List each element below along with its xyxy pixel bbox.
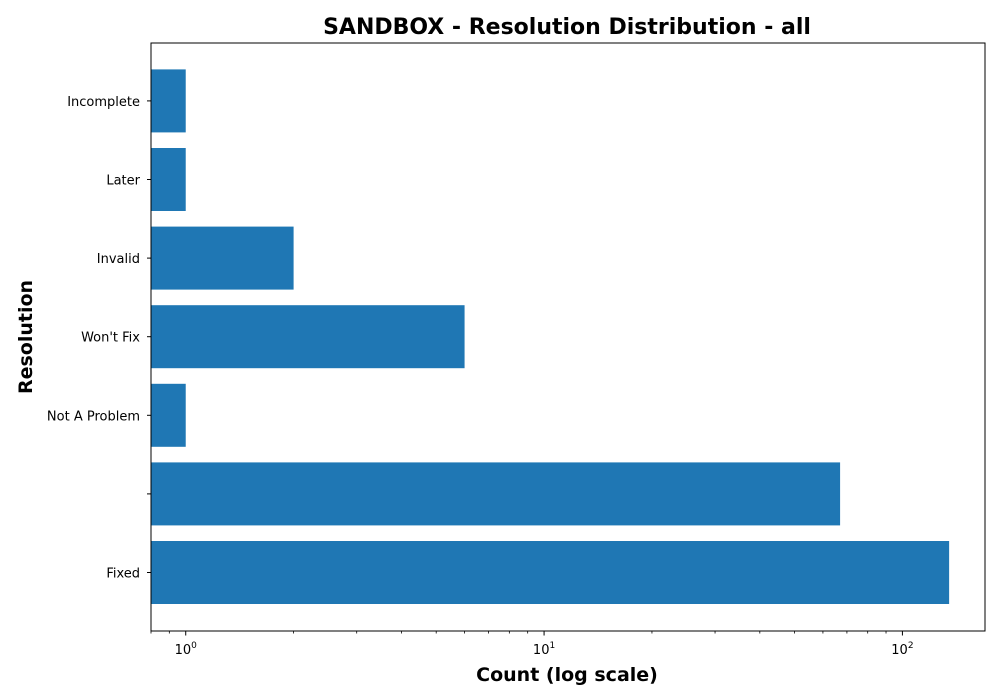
bar-3 [151, 305, 465, 369]
bars-group [151, 69, 950, 604]
bar-2 [151, 383, 186, 447]
y-tick-label: Later [106, 174, 140, 189]
x-tick-exponent: 1 [549, 641, 555, 651]
x-tick-label: 101 [533, 641, 555, 658]
x-tick-label: 102 [891, 641, 913, 658]
x-tick-base: 10 [175, 643, 192, 658]
y-tick-label: Not A Problem [47, 409, 140, 424]
x-tick-label: 100 [175, 641, 198, 658]
chart-title: SANDBOX - Resolution Distribution - all [323, 15, 811, 40]
x-tick-base: 10 [891, 643, 908, 658]
y-tick-label: Fixed [106, 567, 140, 582]
plot-frame [150, 42, 986, 632]
x-tick-exponent: 0 [191, 641, 197, 651]
x-tick-base: 10 [533, 643, 550, 658]
bar-1 [151, 462, 841, 526]
x-tick-exponent: 2 [908, 641, 914, 651]
bar-5 [151, 148, 186, 211]
y-tick-label: Incomplete [67, 95, 140, 110]
bar-0 [151, 541, 950, 604]
y-tick-label: Won't Fix [81, 331, 140, 346]
x-axis-label: Count (log scale) [476, 664, 658, 686]
y-axis-label: Resolution [15, 280, 37, 394]
x-ticks-group: 100 101 102 [150, 631, 914, 658]
bar-6 [151, 69, 186, 133]
bar-4 [151, 226, 294, 290]
y-ticks-group: Fixed Not A Problem Won't Fix Invalid Later I… [47, 95, 151, 582]
y-tick-label: Invalid [97, 252, 140, 267]
